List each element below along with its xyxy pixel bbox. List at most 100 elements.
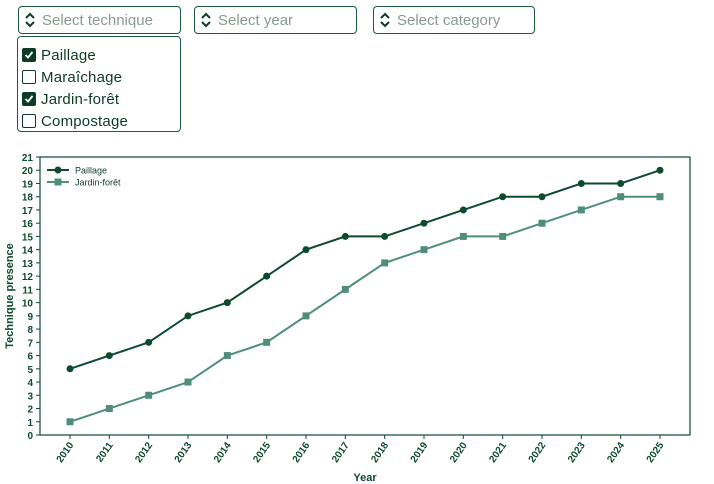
legend-label: Paillage	[75, 166, 107, 176]
y-tick-label: 3	[27, 391, 33, 402]
x-tick-label: 2013	[173, 440, 195, 465]
y-tick-label: 16	[22, 219, 34, 230]
y-tick-label: 14	[22, 246, 34, 257]
year-select-placeholder: Select year	[218, 11, 294, 29]
checklist-option-label: Jardin-forêt	[41, 90, 120, 108]
sort-chevrons-icon	[380, 12, 390, 28]
checkbox-checked[interactable]	[22, 48, 36, 62]
checklist-option-maraichage[interactable]: Maraîchage	[22, 66, 180, 88]
data-point	[420, 219, 428, 227]
data-point	[538, 219, 546, 227]
x-tick-label: 2025	[645, 440, 667, 465]
data-point	[538, 193, 546, 201]
y-tick-label: 11	[22, 285, 33, 296]
y-tick-label: 17	[22, 206, 34, 217]
data-point	[302, 312, 310, 320]
technique-checklist: Paillage Maraîchage Jardin-forêt Compost…	[17, 36, 181, 132]
checkbox-unchecked[interactable]	[22, 70, 36, 84]
y-tick-label: 6	[27, 352, 33, 363]
y-tick-label: 13	[22, 259, 34, 270]
data-point	[499, 232, 507, 240]
legend-marker	[54, 166, 62, 174]
data-point	[617, 179, 625, 187]
x-tick-label: 2011	[94, 440, 116, 464]
data-point	[66, 418, 74, 426]
data-point	[105, 352, 113, 360]
data-point	[223, 352, 231, 360]
y-tick-label: 20	[22, 166, 34, 177]
chart-legend: Paillage Jardin-forêt	[47, 166, 121, 188]
data-point	[341, 232, 349, 240]
y-tick-label: 2	[27, 405, 33, 416]
category-select[interactable]: Select category	[373, 6, 535, 34]
y-tick-label: 18	[22, 193, 34, 204]
sort-chevrons-icon	[25, 12, 35, 28]
y-axis-label: Technique presence	[4, 243, 16, 349]
y-tick-label: 4	[27, 378, 33, 389]
data-point	[341, 285, 349, 293]
x-tick-label: 2021	[487, 440, 509, 465]
data-point	[145, 338, 153, 346]
x-tick-label: 2023	[566, 440, 588, 465]
checkbox-checked[interactable]	[22, 92, 36, 106]
x-tick-label: 2022	[527, 440, 549, 465]
y-tick-label: 12	[22, 272, 34, 283]
x-tick-label: 2018	[369, 440, 391, 465]
data-point	[66, 365, 74, 373]
checklist-option-compostage[interactable]: Compostage	[22, 110, 180, 132]
data-point	[223, 299, 231, 307]
check-icon	[24, 51, 34, 59]
data-point	[184, 378, 192, 386]
y-tick-label: 10	[22, 299, 34, 310]
checklist-option-label: Paillage	[41, 46, 96, 64]
data-point	[381, 259, 389, 267]
x-tick-label: 2024	[605, 440, 627, 465]
y-tick-label: 8	[27, 325, 33, 336]
data-point	[420, 246, 428, 254]
checkbox-unchecked[interactable]	[22, 114, 36, 128]
technique-select[interactable]: Select technique	[18, 6, 181, 34]
series-line-0	[69, 169, 661, 370]
x-tick-label: 2010	[55, 440, 77, 465]
series-line-1	[69, 195, 660, 423]
data-point	[105, 405, 113, 413]
x-tick-label: 2012	[133, 440, 155, 465]
data-point	[577, 206, 585, 214]
data-point	[656, 166, 664, 174]
check-icon	[24, 95, 34, 103]
x-tick-label: 2019	[409, 440, 431, 465]
checklist-option-label: Maraîchage	[41, 68, 123, 86]
data-point	[381, 232, 389, 240]
checklist-option-label: Compostage	[41, 112, 129, 130]
data-point	[184, 312, 192, 320]
checklist-option-jardin-foret[interactable]: Jardin-forêt	[22, 88, 180, 110]
x-tick-label: 2016	[291, 440, 313, 465]
year-select[interactable]: Select year	[194, 6, 357, 34]
x-tick-label: 2017	[330, 440, 352, 465]
legend-label: Jardin-forêt	[75, 178, 121, 188]
x-tick-label: 2014	[212, 440, 234, 465]
y-tick-label: 1	[27, 418, 33, 429]
x-axis-label: Year	[353, 472, 377, 484]
y-tick-label: 19	[22, 179, 34, 190]
y-tick-label: 15	[22, 232, 34, 243]
data-point	[302, 246, 310, 254]
data-point	[656, 193, 664, 201]
y-tick-label: 9	[27, 312, 33, 323]
y-tick-label: 7	[27, 338, 33, 349]
technique-select-placeholder: Select technique	[42, 11, 153, 29]
data-point	[145, 391, 153, 399]
x-tick-label: 2020	[448, 440, 470, 465]
y-tick-label: 5	[27, 365, 33, 376]
y-tick-label: 0	[27, 431, 33, 442]
y-tick-label: 21	[22, 153, 34, 164]
data-point	[263, 272, 271, 280]
plot-frame	[39, 156, 691, 436]
data-point	[499, 193, 507, 201]
data-point	[577, 179, 585, 187]
category-select-placeholder: Select category	[397, 11, 501, 29]
checklist-option-paillage[interactable]: Paillage	[22, 44, 180, 66]
data-point	[459, 232, 467, 240]
x-tick-label: 2015	[251, 440, 273, 465]
data-point	[617, 193, 625, 201]
